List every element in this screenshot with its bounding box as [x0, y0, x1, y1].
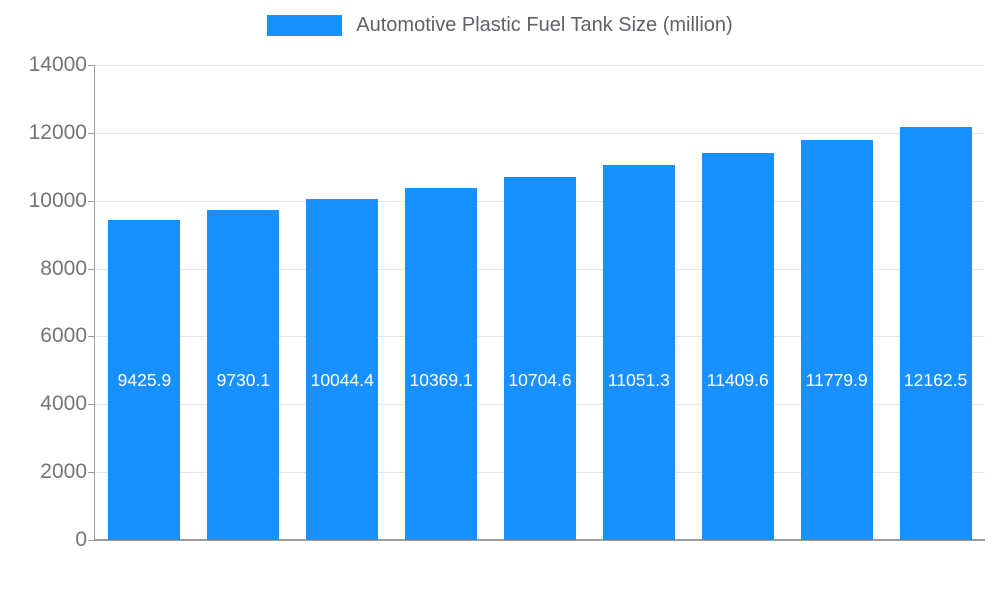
- gridline: [95, 65, 985, 66]
- y-tick-label: 4000: [40, 392, 87, 416]
- bar-2032: 11779.9: [800, 140, 873, 540]
- y-tick-mark: [88, 404, 94, 406]
- bar-2030: 11051.3: [602, 165, 675, 540]
- bar-2025: 9425.9: [108, 220, 181, 540]
- x-axis-line: [94, 539, 985, 541]
- chart-title: Automotive Plastic Fuel Tank Size (milli…: [356, 14, 733, 36]
- y-tick-label: 6000: [40, 324, 87, 348]
- y-tick-label: 0: [75, 528, 87, 551]
- bar-2026: 9730.1: [207, 209, 280, 540]
- y-tick-mark: [88, 132, 94, 134]
- y-tick-label: 8000: [40, 256, 87, 280]
- legend-swatch-icon: [267, 15, 343, 36]
- bar-value-label: 12162.5: [903, 370, 968, 390]
- bar-value-label: 11051.3: [607, 370, 670, 390]
- bar-value-label: 10369.1: [409, 370, 473, 390]
- y-tick-mark: [88, 540, 94, 541]
- bar-value-label: 9425.9: [117, 370, 172, 390]
- bar-2027: 10044.4: [306, 199, 379, 540]
- y-tick-mark: [88, 65, 94, 66]
- y-tick-label: 10000: [28, 188, 87, 212]
- plot-area: 020004000600080001000012000140009425.920…: [29, 54, 985, 550]
- y-tick-mark: [88, 336, 94, 338]
- y-tick-label: 2000: [40, 460, 87, 484]
- y-tick-label: 14000: [28, 53, 87, 76]
- y-tick-mark: [88, 200, 94, 202]
- bar-value-label: 10044.4: [310, 370, 374, 390]
- bar-value-label: 10704.6: [508, 370, 572, 390]
- bar-2028: 10369.1: [405, 188, 478, 540]
- bar-value-label: 11779.9: [805, 370, 868, 390]
- chart-legend[interactable]: Automotive Plastic Fuel Tank Size (milli…: [0, 14, 1000, 37]
- y-tick-label: 12000: [28, 120, 87, 144]
- y-axis-line: [94, 65, 95, 540]
- bar-value-label: 11409.6: [706, 370, 769, 390]
- bar-value-label: 9730.1: [216, 370, 271, 390]
- bar-2033: 12162.5: [899, 127, 972, 540]
- y-tick-mark: [88, 268, 94, 270]
- y-tick-mark: [88, 472, 94, 474]
- gridline: [95, 132, 985, 134]
- bar-2031: 11409.6: [701, 152, 774, 540]
- bar-2029: 10704.6: [504, 176, 576, 540]
